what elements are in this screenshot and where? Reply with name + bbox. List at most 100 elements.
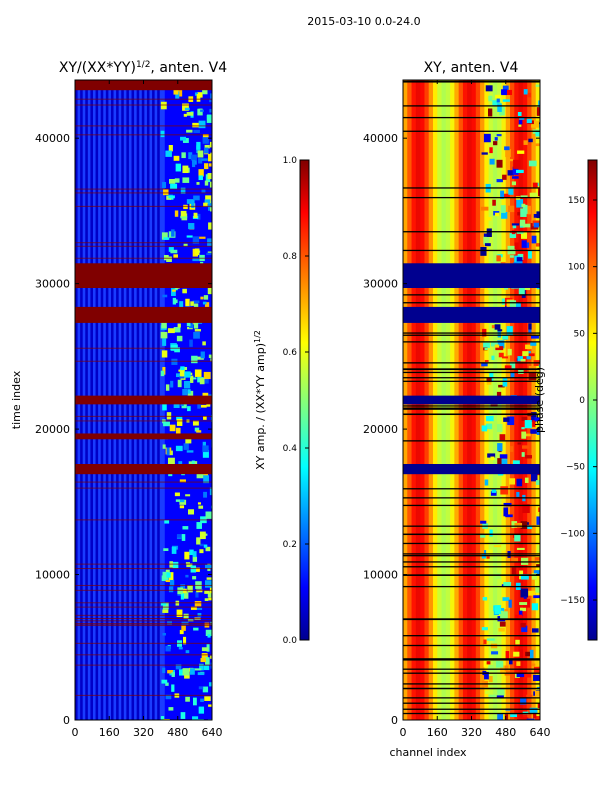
amplitude-cell — [206, 115, 212, 123]
amplitude-cell — [193, 195, 200, 201]
phase-colorbar: −150 −100 −50 0 50 100 150 phase (deg) — [533, 159, 598, 641]
amplitude-cell — [185, 562, 190, 565]
phase-cell — [523, 674, 532, 678]
x-tick-label: 640 — [202, 726, 223, 739]
phase-cell — [497, 443, 503, 452]
phase-cell — [520, 521, 528, 530]
amplitude-cell — [203, 371, 211, 380]
amplitude-cell — [193, 303, 199, 310]
phase-colorbar-label: phase (deg) — [533, 367, 546, 433]
phase-cell — [504, 609, 509, 613]
amplitude-cell — [198, 120, 206, 129]
phase-separator-line — [403, 371, 540, 374]
phase-separator-line — [403, 555, 540, 557]
phase-cell — [486, 661, 491, 665]
phase-cell — [480, 246, 487, 256]
phase-cell — [484, 359, 489, 363]
colorbar-tick-label: 100 — [568, 263, 585, 273]
amplitude-cell — [208, 163, 212, 167]
phase-cell — [508, 187, 514, 195]
amplitude-cell — [209, 181, 212, 188]
phase-cell — [486, 415, 494, 422]
phase-cell — [496, 159, 503, 168]
amplitude-cell — [205, 546, 211, 552]
phase-cell — [514, 534, 521, 542]
amplitude-cell — [184, 371, 191, 378]
y-tick-label: 10000 — [363, 569, 398, 582]
phase-cell — [481, 627, 488, 631]
amplitude-cell — [202, 392, 209, 398]
amplitude-cell — [163, 548, 169, 551]
amplitude-cell — [182, 389, 188, 396]
phase-cell — [500, 261, 506, 265]
phase-cell — [484, 347, 488, 350]
phase-cell — [533, 674, 540, 681]
phase-cell — [485, 423, 493, 430]
amplitude-cell — [166, 572, 171, 578]
phase-cell — [528, 138, 533, 143]
amplitude-flag-line — [75, 563, 212, 565]
amplitude-flagged-block — [75, 395, 212, 405]
amplitude-cell — [192, 258, 199, 262]
amplitude-cell — [207, 251, 212, 254]
phase-cell — [483, 233, 489, 237]
amplitude-cell — [173, 327, 181, 333]
amplitude-cell — [192, 556, 198, 562]
amplitude-cell — [205, 511, 212, 519]
amplitude-cell — [209, 156, 212, 160]
phase-cell — [498, 384, 505, 388]
amplitude-cell — [202, 341, 206, 346]
amplitude-cell — [176, 418, 183, 426]
amplitude-cell — [178, 369, 184, 372]
amplitude-flag-line — [75, 654, 212, 656]
phase-cell — [499, 608, 505, 613]
amplitude-heatmap — [75, 80, 212, 720]
amplitude-title-main: XY/(XX*YY) — [59, 60, 136, 76]
phase-separator-line — [403, 302, 540, 304]
phase-separator-line — [403, 231, 540, 233]
amplitude-cell — [171, 672, 175, 677]
phase-cell — [481, 362, 488, 367]
amplitude-cell — [198, 169, 204, 177]
phase-cell — [493, 141, 498, 146]
colorbar-tick-label: 1.0 — [283, 156, 298, 166]
amplitude-cell — [197, 613, 202, 617]
amplitude-cell — [198, 175, 203, 181]
phase-cell — [520, 574, 529, 580]
amplitude-cell — [182, 177, 190, 183]
amplitude-cell — [186, 450, 194, 453]
x-tick-label: 0 — [72, 726, 79, 739]
amplitude-flag-line — [75, 415, 212, 417]
amplitude-cell — [170, 183, 178, 190]
phase-cell — [513, 159, 521, 169]
phase-separator-line — [403, 687, 540, 690]
phase-cell — [501, 298, 508, 305]
amplitude-cell — [183, 636, 187, 645]
amplitude-flag-line — [75, 694, 212, 696]
phase-cell — [524, 477, 529, 483]
amplitude-cell — [176, 609, 183, 618]
amplitude-cell — [175, 163, 181, 172]
phase-cell — [528, 323, 532, 330]
phase-cell — [525, 455, 532, 459]
phase-cell — [539, 282, 540, 291]
phase-separator-line — [403, 525, 540, 527]
amplitude-cell — [162, 444, 166, 449]
phase-cell — [481, 152, 488, 155]
phase-cell — [531, 573, 537, 580]
amplitude-cell — [196, 93, 201, 102]
amplitude-cell — [160, 716, 165, 720]
phase-cell — [516, 547, 525, 550]
amplitude-cell — [194, 92, 198, 96]
amplitude-flag-line — [75, 664, 212, 666]
amplitude-flag-line — [75, 360, 212, 362]
phase-cell — [507, 89, 513, 96]
phase-cell — [488, 95, 493, 102]
amplitude-cell — [208, 354, 212, 359]
amplitude-cell — [166, 412, 172, 420]
phase-cell — [491, 488, 497, 493]
phase-cell — [482, 597, 488, 601]
y-tick-label: 0 — [63, 714, 70, 727]
phase-cell — [534, 417, 540, 422]
phase-cell — [533, 570, 540, 575]
